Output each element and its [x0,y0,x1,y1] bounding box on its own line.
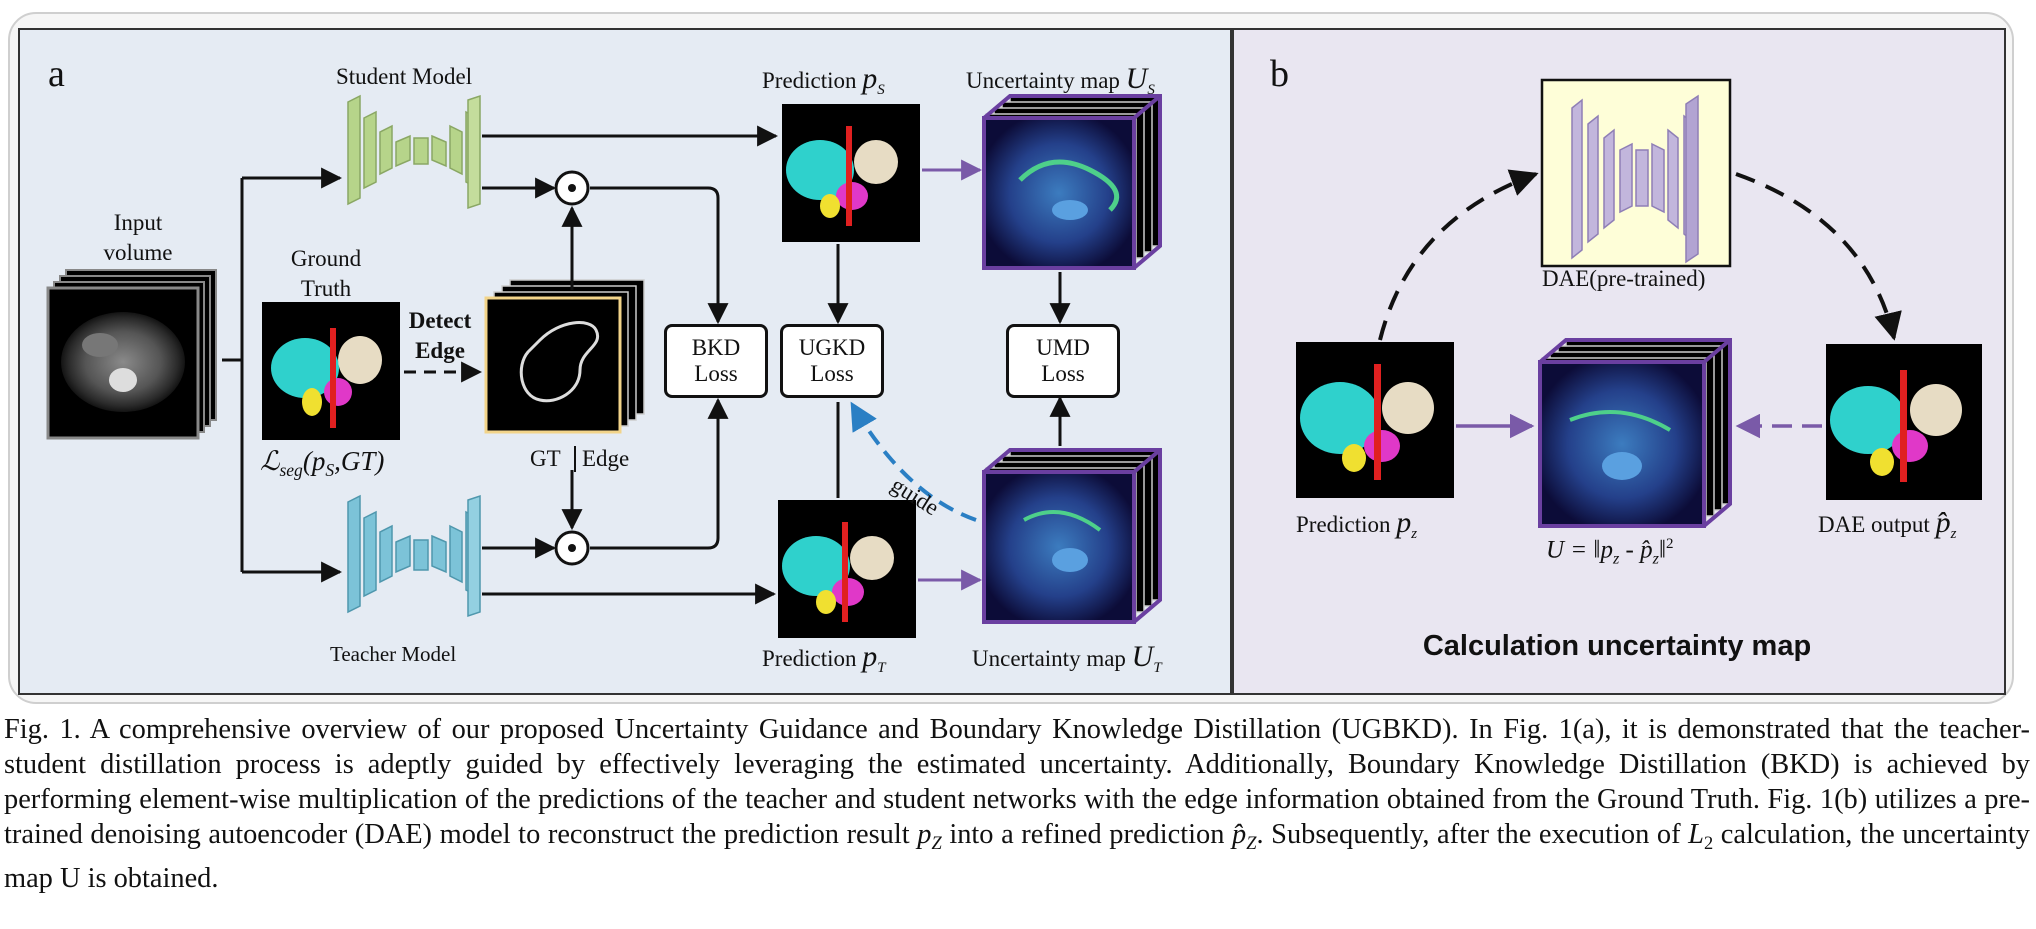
teacher-model-shape [347,494,481,618]
uncertainty-map-u-stack [1538,338,1732,528]
odot-teacher [554,530,590,566]
detect-edge-label: Detect Edge [408,308,472,363]
dae-output-label: DAE output p̂z [1818,506,1957,542]
prediction-pz-image [1296,342,1454,498]
student-model-shape [347,94,481,210]
prediction-t-label: Prediction pT [762,640,886,676]
input-volume-stack [46,269,217,440]
figure-caption: Fig. 1. A comprehensive overview of our … [4,714,2030,894]
uncertainty-map-t-stack [982,448,1162,624]
panel-b-letter: b [1270,53,1289,95]
teacher-arrows [482,397,777,605]
ugkd-loss-box: UGKD Loss [780,324,884,398]
prediction-s-label: Prediction pS [762,62,885,98]
guide-arrow [850,401,977,522]
dae-label: DAE(pre-trained) [1542,266,1706,291]
prediction-t-image [778,500,916,638]
bkd-loss-box: BKD Loss [664,324,768,398]
gt-edge-divider [574,446,576,472]
dae-box [1540,78,1732,268]
student-model-label: Student Model [336,64,473,89]
student-arrows [482,125,779,325]
odot-student [554,170,590,206]
uncertainty-t-label: Uncertainty map UT [972,640,1162,676]
gt-edge-stack [484,279,645,434]
panel-a-letter: a [48,53,65,95]
input-connectors [222,167,343,583]
edge-label: Edge [582,446,630,471]
ground-truth-label: Ground Truth [290,246,362,301]
dae-arcs [1378,169,1902,341]
gt-label: GT [530,446,561,471]
uncertainty-formula: U = ‖pz - p̂z‖2 [1546,536,1674,568]
seg-loss-label: ℒseg(pS,GT) [260,446,385,480]
uncertainty-s-label: Uncertainty map US [966,62,1155,98]
ground-truth-image [262,302,400,440]
umd-loss-box: UMD Loss [1006,324,1120,398]
teacher-model-label: Teacher Model [330,642,457,666]
purple-arrows-a [918,159,983,591]
prediction-pz-label: Prediction pz [1296,506,1418,542]
dae-output-image [1826,344,1982,500]
input-volume-label: Input volume [103,210,173,265]
uncertainty-map-s-stack [982,94,1162,270]
panel-b-title: Calculation uncertainty map [1422,630,1812,662]
prediction-s-image [782,104,920,242]
